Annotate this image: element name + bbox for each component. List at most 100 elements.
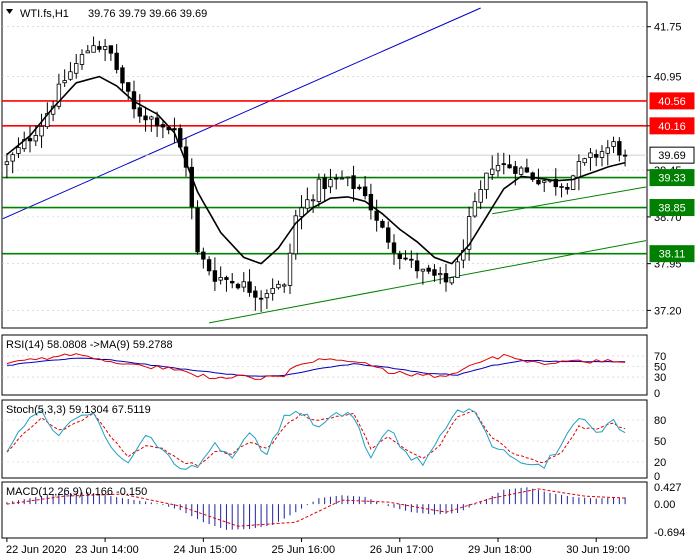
candle-bull bbox=[345, 176, 350, 179]
candle-bull bbox=[293, 215, 298, 255]
candle-bull bbox=[264, 293, 270, 299]
candle-bear bbox=[27, 138, 33, 142]
candle-bear bbox=[247, 281, 252, 293]
candle-bear bbox=[409, 258, 414, 261]
price-tick-label: 40.95 bbox=[654, 72, 682, 84]
candle-bull bbox=[39, 125, 44, 137]
stochastic-axis: 80 50 20 0 bbox=[654, 415, 666, 483]
price-tick-label: 37.20 bbox=[654, 305, 682, 317]
rsi-level-label: 50 bbox=[654, 362, 666, 374]
resistance-tag: 40.16 bbox=[658, 121, 686, 133]
candle-bear bbox=[322, 177, 327, 190]
macd-label: MACD(12,26,9) 0.166 -0.150 bbox=[6, 486, 147, 498]
support-tag-bg bbox=[649, 199, 695, 217]
rsi-ma-line bbox=[6, 357, 626, 377]
candle-bull bbox=[56, 83, 62, 107]
time-tick-label: 24 Jun 15:00 bbox=[173, 544, 237, 556]
candlestick-series bbox=[4, 36, 628, 312]
candle-bear bbox=[108, 45, 114, 54]
candle-bull bbox=[74, 63, 79, 74]
support-tag: 38.11 bbox=[659, 249, 686, 261]
candle-bull bbox=[582, 158, 587, 164]
candle-bear bbox=[143, 115, 148, 121]
time-axis: 22 Jun 2020 23 Jun 14:00 24 Jun 15:00 25 Ju… bbox=[6, 538, 630, 556]
candle-bear bbox=[530, 172, 535, 180]
macd-tick-label: 0.00 bbox=[654, 499, 675, 511]
candle-bull bbox=[305, 199, 310, 209]
time-tick-label: 25 Jun 16:00 bbox=[272, 544, 336, 556]
candle-bull bbox=[149, 116, 154, 120]
candle-bull bbox=[282, 284, 287, 287]
ohlc-label: 39.76 39.79 39.66 39.69 bbox=[88, 8, 207, 20]
candle-bull bbox=[310, 199, 316, 202]
candle-bull bbox=[218, 277, 223, 281]
candle-bull bbox=[484, 172, 489, 190]
stochastic-level-label: 0 bbox=[654, 471, 660, 483]
candle-bull bbox=[270, 287, 275, 294]
candle-bull bbox=[490, 168, 495, 175]
stochastic-main-line bbox=[6, 408, 626, 470]
candle-bull bbox=[328, 179, 333, 188]
candle-bull bbox=[576, 161, 582, 178]
rsi-level-label: 30 bbox=[654, 372, 666, 384]
price-panel[interactable]: WTI.fs,H1 39.76 39.79 39.66 39.69 41.75 4… bbox=[1, 1, 695, 329]
candle-bear bbox=[380, 220, 385, 228]
rsi-level-label: 70 bbox=[654, 351, 666, 363]
candle-bull bbox=[599, 151, 605, 158]
candle-bear bbox=[513, 166, 518, 174]
current-price-tag: 39.69 bbox=[658, 150, 686, 162]
macd-panel-frame bbox=[1, 481, 648, 539]
support-tag-bg bbox=[649, 169, 695, 187]
resistance-tag: 40.56 bbox=[658, 96, 686, 108]
candle-bear bbox=[386, 227, 391, 243]
stochastic-panel-frame bbox=[1, 399, 648, 479]
candle-bear bbox=[374, 210, 379, 221]
time-tick-label: 22 Jun 2020 bbox=[6, 544, 67, 556]
candle-bull bbox=[16, 147, 21, 154]
rsi-label: RSI(14) 58.0808 ->MA(9) 59.2788 bbox=[6, 339, 173, 351]
candle-bear bbox=[501, 163, 506, 166]
candle-bear bbox=[154, 117, 160, 127]
candle-bull bbox=[472, 201, 478, 217]
candle-bull bbox=[438, 273, 443, 276]
candle-bear bbox=[622, 154, 628, 157]
candle-bear bbox=[201, 251, 206, 260]
candle-bull bbox=[299, 207, 304, 217]
candle-bear bbox=[230, 280, 235, 284]
upper-support-trend-line bbox=[492, 186, 647, 215]
rsi-panel-frame bbox=[1, 334, 648, 396]
candle-bear bbox=[224, 277, 229, 280]
candle-bear bbox=[334, 177, 339, 180]
candle-bear bbox=[97, 46, 102, 50]
triangle-down-icon[interactable] bbox=[6, 9, 13, 14]
candle-bull bbox=[611, 141, 616, 147]
candle-bull bbox=[79, 54, 85, 65]
candle-bear bbox=[351, 175, 356, 190]
candle-bear bbox=[120, 67, 125, 84]
candle-bull bbox=[449, 277, 454, 284]
candle-bear bbox=[212, 270, 218, 282]
time-tick-label: 30 Jun 19:00 bbox=[566, 544, 630, 556]
time-tick-label: 29 Jun 18:00 bbox=[468, 544, 532, 556]
current-price-tag-bg bbox=[649, 146, 695, 164]
macd-signal-line bbox=[6, 488, 626, 527]
stochastic-panel[interactable]: Stoch(5,3,3) 59.1304 67.5119 80 50 20 0 bbox=[1, 399, 666, 483]
candle-bull bbox=[542, 180, 547, 183]
candle-bear bbox=[432, 269, 437, 276]
support-tag: 38.85 bbox=[658, 203, 686, 215]
candle-bull bbox=[559, 186, 564, 188]
candle-bear bbox=[594, 154, 599, 158]
candle-bull bbox=[420, 268, 426, 272]
candle-bear bbox=[403, 257, 408, 260]
level-tags: 40.56 40.16 39.33 38.85 38.11 39.69 bbox=[649, 92, 695, 263]
macd-panel[interactable]: MACD(12,26,9) 0.166 -0.150 0.427 0.00 -0.6… bbox=[1, 481, 685, 539]
candle-bear bbox=[114, 52, 119, 70]
candle-bear bbox=[195, 207, 200, 253]
support-tag-bg bbox=[649, 245, 695, 263]
candle-bear bbox=[160, 124, 166, 128]
candle-bear bbox=[137, 107, 142, 117]
